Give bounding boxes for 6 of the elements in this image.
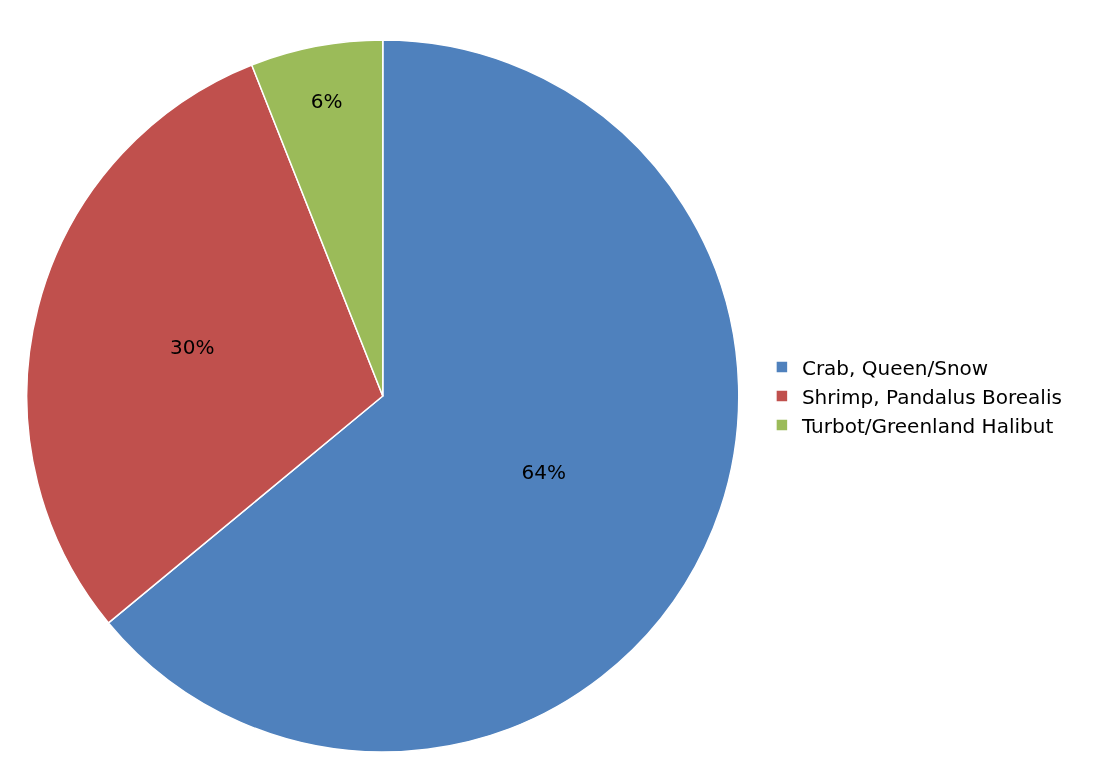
legend-label: Crab, Queen/Snow — [801, 355, 989, 380]
data-label: 6% — [310, 89, 343, 114]
legend-label: Turbot/Greenland Halibut — [800, 413, 1054, 438]
legend-label: Shrimp, Pandalus Borealis — [801, 384, 1062, 409]
data-label: 30% — [169, 335, 215, 360]
data-label: 64% — [521, 459, 567, 484]
